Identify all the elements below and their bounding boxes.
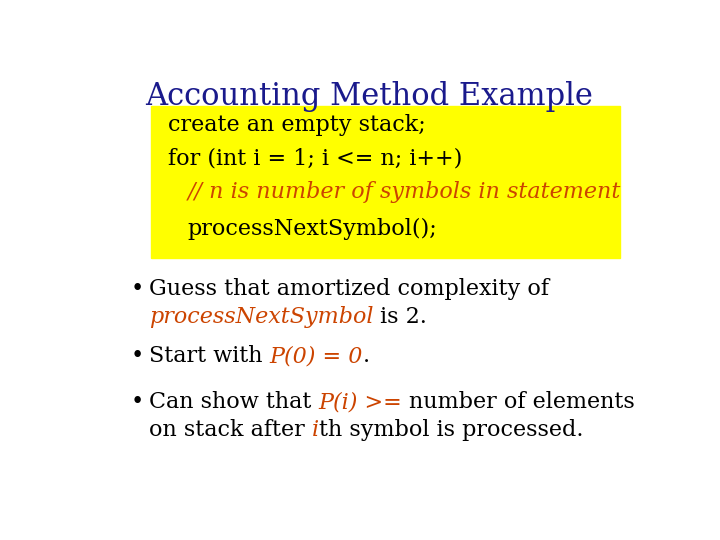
Text: // n is number of symbols in statement: // n is number of symbols in statement xyxy=(188,180,621,202)
Text: Start with: Start with xyxy=(148,346,269,367)
Text: for (int i = 1; i <= n; i++): for (int i = 1; i <= n; i++) xyxy=(168,147,462,170)
Text: th symbol is processed.: th symbol is processed. xyxy=(318,420,583,442)
Text: on stack after: on stack after xyxy=(148,420,312,442)
Text: number of elements: number of elements xyxy=(409,391,635,413)
Text: Guess that amortized complexity of: Guess that amortized complexity of xyxy=(148,278,549,300)
Text: Can show that: Can show that xyxy=(148,391,318,413)
Text: •: • xyxy=(131,391,144,413)
Text: processNextSymbol();: processNextSymbol(); xyxy=(188,218,438,240)
Text: .: . xyxy=(363,346,369,367)
Text: create an empty stack;: create an empty stack; xyxy=(168,114,426,136)
Text: i: i xyxy=(312,420,318,442)
Text: P(i) >=: P(i) >= xyxy=(318,391,409,413)
Text: •: • xyxy=(131,278,144,300)
Text: processNextSymbol: processNextSymbol xyxy=(148,306,373,328)
Text: is 2.: is 2. xyxy=(373,306,427,328)
Text: Accounting Method Example: Accounting Method Example xyxy=(145,82,593,112)
FancyBboxPatch shape xyxy=(151,106,620,258)
Text: •: • xyxy=(131,346,144,367)
Text: P(0) = 0: P(0) = 0 xyxy=(269,346,363,367)
